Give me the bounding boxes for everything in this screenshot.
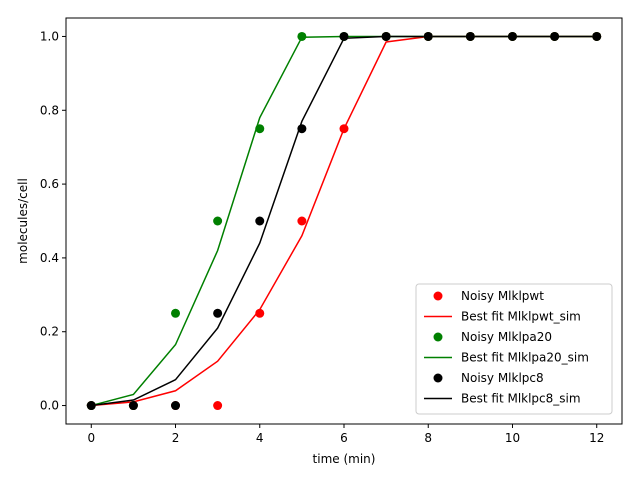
data-point-noisy-mlklpa20 bbox=[171, 308, 181, 318]
data-point-noisy-mlklpc8 bbox=[550, 31, 560, 41]
y-tick-label: 0.0 bbox=[40, 399, 59, 413]
data-point-noisy-mlklpc8 bbox=[381, 31, 391, 41]
y-tick-label: 1.0 bbox=[40, 29, 59, 43]
data-point-noisy-mlklpa20 bbox=[213, 216, 223, 226]
data-point-noisy-mlklpc8 bbox=[465, 31, 475, 41]
legend-label-best-fit-mlklpc8-sim: Best fit Mlklpc8_sim bbox=[461, 392, 581, 406]
legend: Noisy Mlklpwt Best fit Mlklpwt_sim Noisy M… bbox=[415, 283, 613, 415]
legend-swatch-noisy-mlklpa20 bbox=[433, 332, 443, 342]
data-point-noisy-mlklpc8 bbox=[213, 308, 223, 318]
points-layer bbox=[86, 31, 602, 411]
y-tick-label: 0.6 bbox=[40, 177, 59, 191]
legend-label-noisy-mlklpc8: Noisy Mlklpc8 bbox=[461, 371, 544, 385]
x-tick-label: 8 bbox=[424, 431, 432, 445]
data-point-noisy-mlklpc8 bbox=[592, 31, 602, 41]
x-axis-ticks: 0 2 4 6 8 10 12 bbox=[87, 424, 604, 445]
x-tick-label: 4 bbox=[256, 431, 264, 445]
data-point-noisy-mlklpwt bbox=[255, 308, 265, 318]
legend-box bbox=[415, 283, 613, 415]
data-point-noisy-mlklpc8 bbox=[423, 31, 433, 41]
data-point-noisy-mlklpwt bbox=[297, 216, 307, 226]
y-axis-label: molecules/cell bbox=[16, 178, 30, 264]
data-point-noisy-mlklpwt bbox=[339, 124, 349, 134]
data-point-noisy-mlklpa20 bbox=[255, 124, 265, 134]
y-axis-ticks: 0.0 0.2 0.4 0.6 0.8 1.0 bbox=[40, 29, 66, 413]
legend-swatch-noisy-mlklpc8 bbox=[433, 373, 443, 383]
x-tick-label: 10 bbox=[505, 431, 520, 445]
y-tick-label: 0.2 bbox=[40, 325, 59, 339]
x-tick-label: 2 bbox=[172, 431, 180, 445]
data-point-noisy-mlklpc8 bbox=[255, 216, 265, 226]
legend-label-best-fit-mlklpa20-sim: Best fit Mlklpa20_sim bbox=[461, 351, 589, 365]
legend-label-best-fit-mlklpwt-sim: Best fit Mlklpwt_sim bbox=[461, 310, 581, 324]
data-point-noisy-mlklpc8 bbox=[297, 124, 307, 134]
data-point-noisy-mlklpc8 bbox=[86, 401, 96, 411]
x-tick-label: 0 bbox=[87, 431, 95, 445]
y-tick-label: 0.4 bbox=[40, 251, 59, 265]
data-point-noisy-mlklpc8 bbox=[128, 401, 138, 411]
legend-label-noisy-mlklpwt: Noisy Mlklpwt bbox=[461, 289, 544, 303]
data-point-noisy-mlklpc8 bbox=[171, 401, 181, 411]
data-point-noisy-mlklpwt bbox=[213, 401, 223, 411]
x-axis-label: time (min) bbox=[313, 452, 376, 466]
data-point-noisy-mlklpc8 bbox=[507, 31, 517, 41]
legend-swatch-noisy-mlklpwt bbox=[433, 291, 443, 301]
y-tick-label: 0.8 bbox=[40, 103, 59, 117]
data-point-noisy-mlklpc8 bbox=[339, 31, 349, 41]
x-tick-label: 12 bbox=[589, 431, 604, 445]
legend-label-noisy-mlklpa20: Noisy Mlklpa20 bbox=[461, 330, 552, 344]
data-point-noisy-mlklpa20 bbox=[297, 31, 307, 41]
x-tick-label: 6 bbox=[340, 431, 348, 445]
